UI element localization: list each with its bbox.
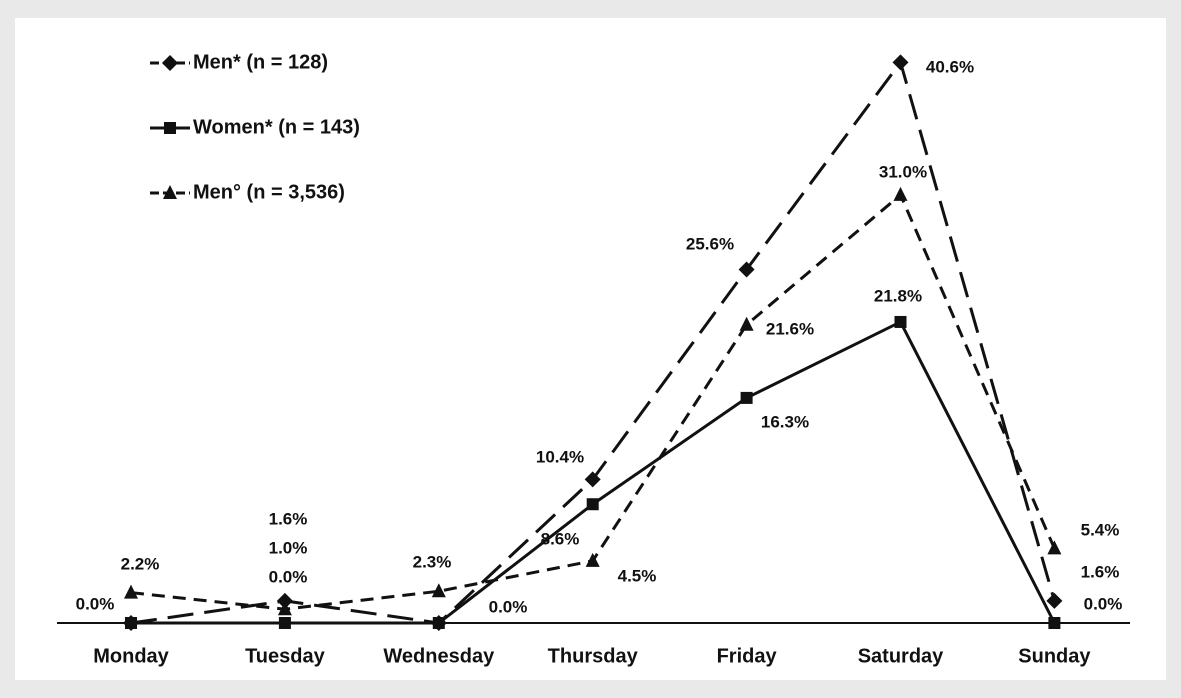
legend-label: Men* (n = 128) xyxy=(193,51,328,73)
legend-marker xyxy=(164,122,176,134)
value-label: 10.4% xyxy=(536,447,584,466)
point xyxy=(892,54,909,71)
value-label: 2.2% xyxy=(121,554,160,573)
point xyxy=(276,592,293,609)
point xyxy=(1046,592,1063,609)
point xyxy=(1047,540,1062,555)
x-tick-label: Tuesday xyxy=(245,645,326,667)
value-label: 31.0% xyxy=(879,162,927,181)
x-tick-label: Friday xyxy=(717,645,778,667)
value-label: 4.5% xyxy=(618,566,657,585)
value-label: 1.0% xyxy=(269,538,308,557)
x-tick-label: Wednesday xyxy=(383,645,495,667)
point xyxy=(740,391,753,404)
point xyxy=(278,617,291,629)
point xyxy=(739,316,754,331)
value-label: 0.0% xyxy=(269,567,308,586)
legend-marker xyxy=(162,55,178,71)
value-label: 0.0% xyxy=(76,594,115,613)
value-label: 5.4% xyxy=(1081,520,1120,539)
legend-label: Men° (n = 3,536) xyxy=(193,181,345,203)
point xyxy=(584,471,601,488)
legend-marker xyxy=(163,185,177,199)
value-label: 21.6% xyxy=(766,319,814,338)
point xyxy=(586,498,599,511)
value-label: 16.3% xyxy=(761,412,809,431)
x-tick-label: Saturday xyxy=(858,645,944,667)
point xyxy=(894,315,907,328)
point xyxy=(738,261,755,278)
point xyxy=(585,552,600,567)
value-label: 2.3% xyxy=(413,552,452,571)
point xyxy=(431,583,446,598)
plot-panel xyxy=(15,18,1166,680)
value-label: 1.6% xyxy=(1081,562,1120,581)
point xyxy=(125,617,137,629)
point xyxy=(1048,617,1061,629)
value-label: 40.6% xyxy=(926,57,974,76)
point xyxy=(432,617,445,629)
point xyxy=(277,601,292,616)
x-tick-label: Sunday xyxy=(1018,645,1091,667)
legend-label: Women* (n = 143) xyxy=(193,116,360,138)
x-tick-label: Thursday xyxy=(548,645,639,667)
value-label: 1.6% xyxy=(269,509,308,528)
value-label: 0.0% xyxy=(1084,594,1123,613)
point xyxy=(124,584,138,599)
value-label: 0.0% xyxy=(489,597,528,616)
value-label: 25.6% xyxy=(686,234,734,253)
value-label: 8.6% xyxy=(541,529,580,548)
value-label: 21.8% xyxy=(874,286,922,305)
point xyxy=(893,186,908,201)
x-tick-label: Monday xyxy=(93,645,169,667)
